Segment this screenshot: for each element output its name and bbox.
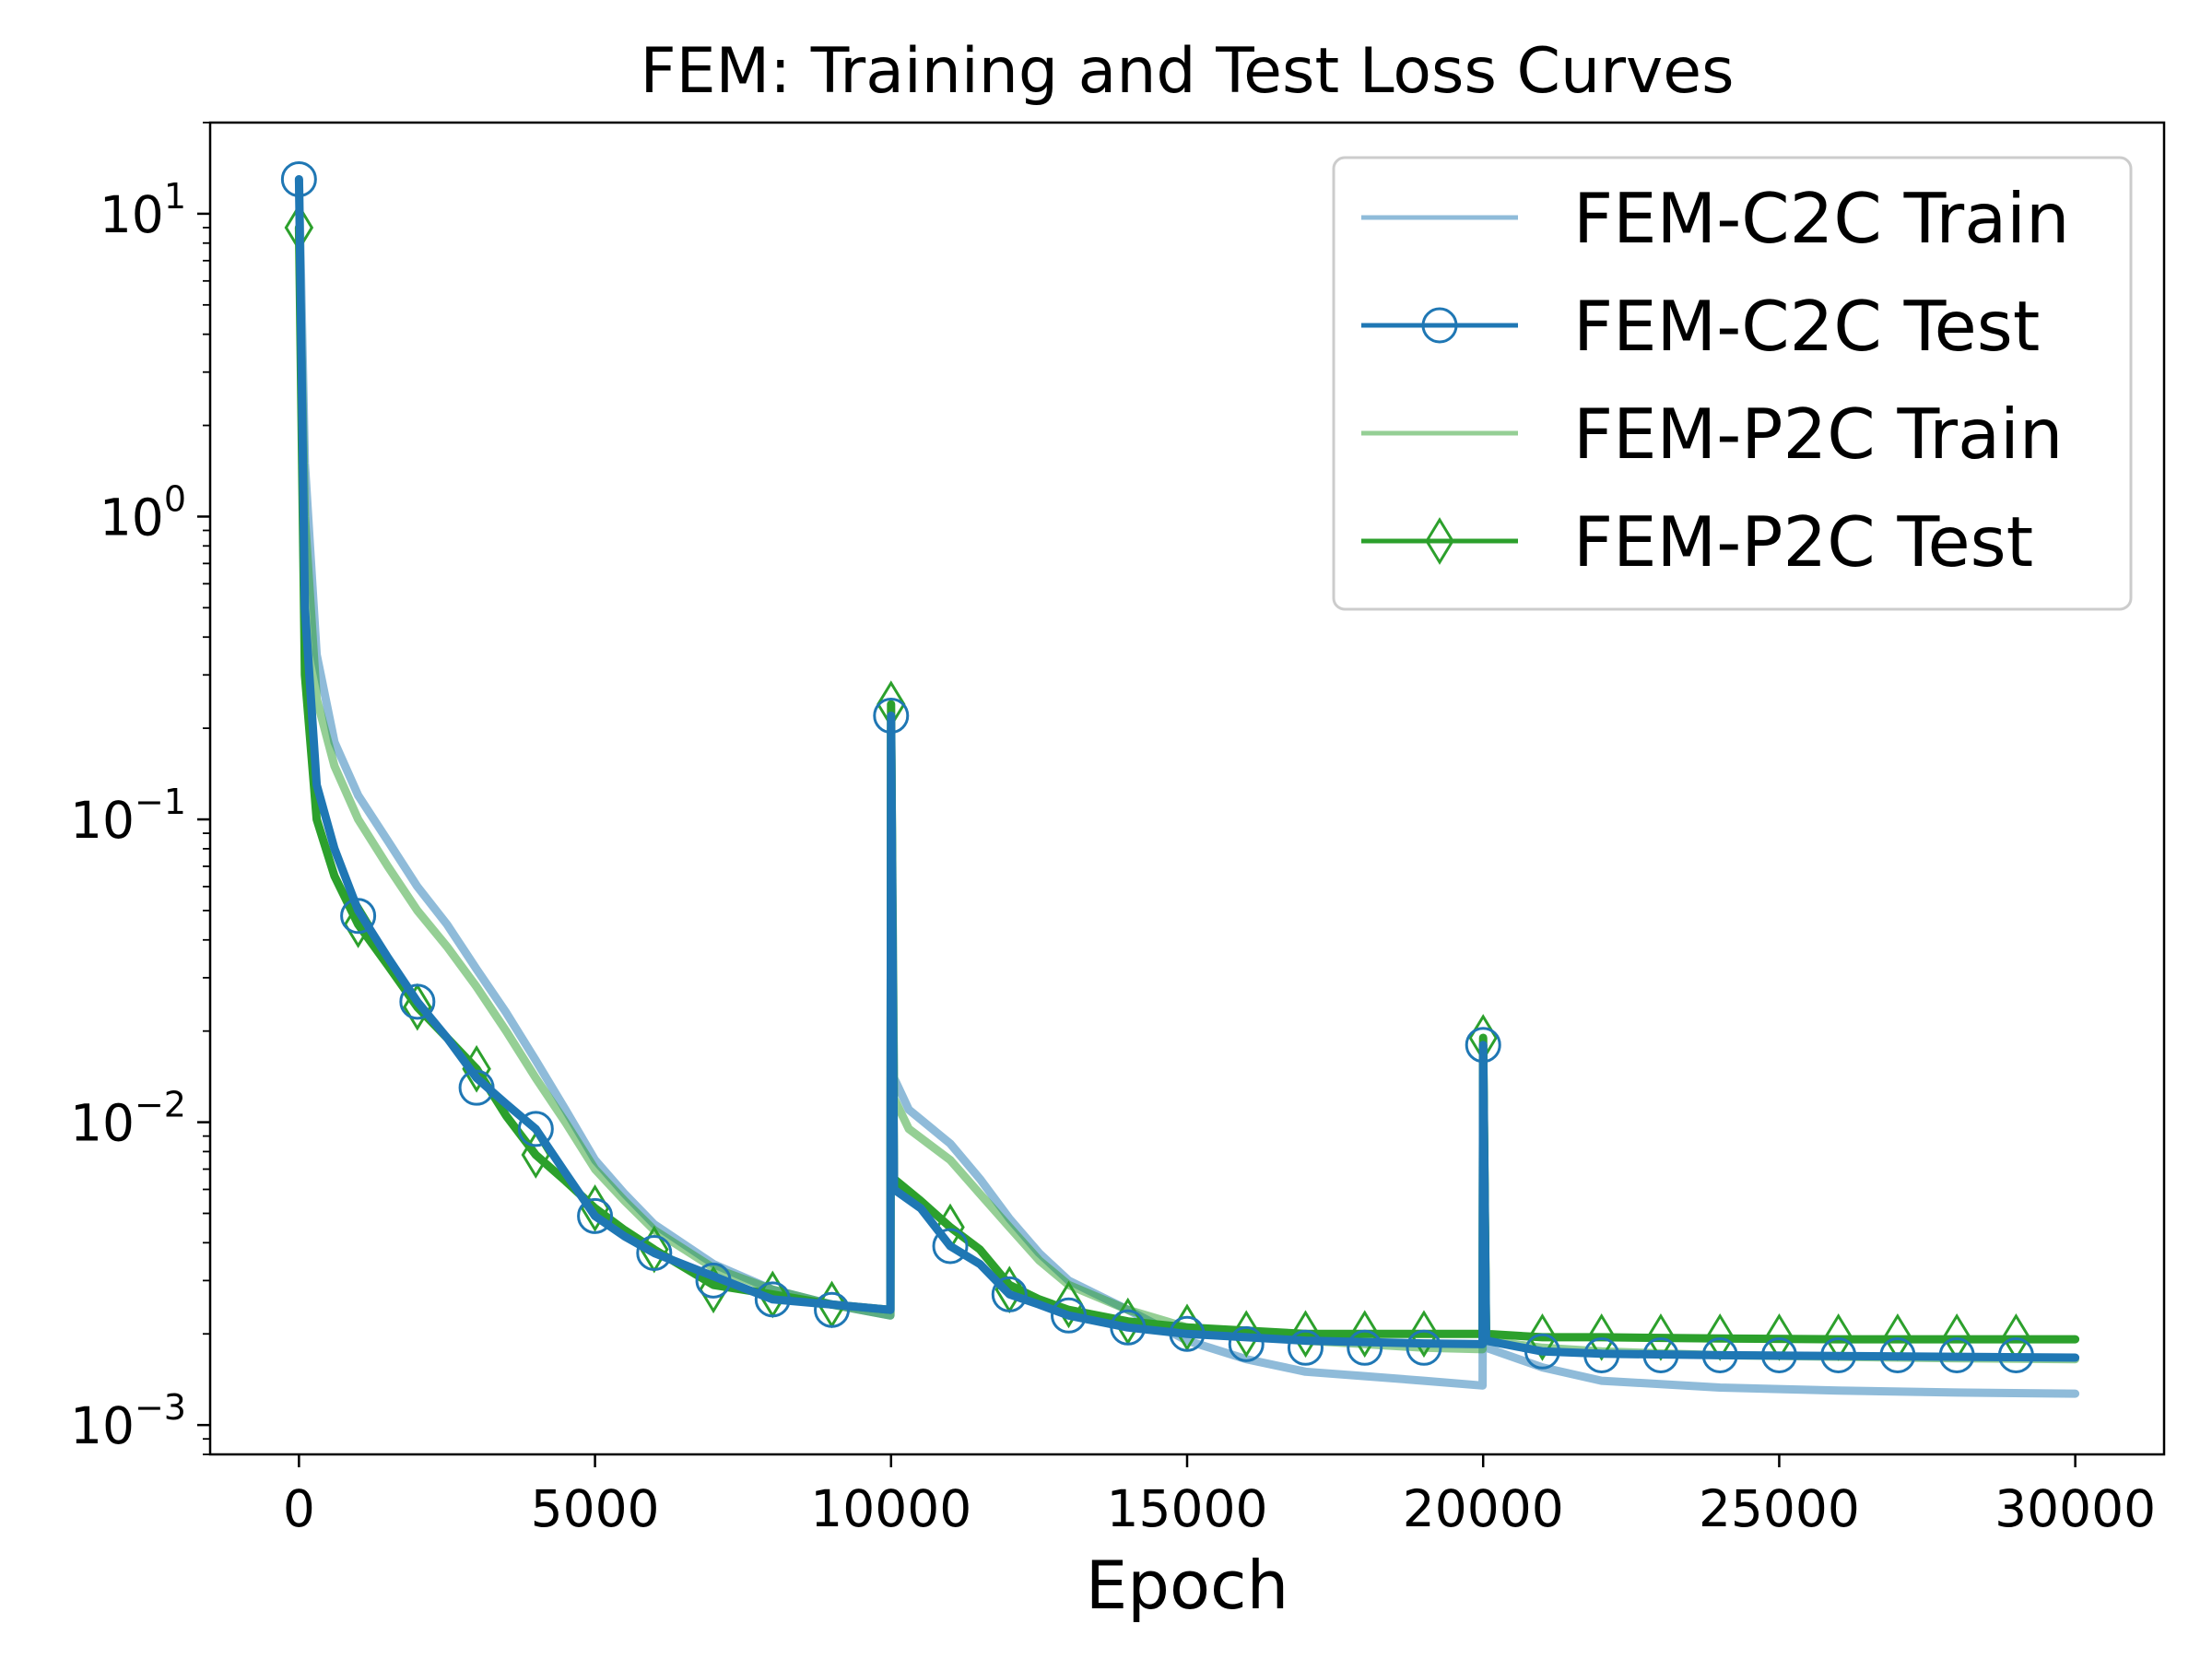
series-fem-c2c-test xyxy=(280,160,2080,1373)
circle-marker xyxy=(873,698,910,735)
x-tick-label: 5000 xyxy=(531,1479,660,1538)
y-tick-base: 10 xyxy=(70,1094,135,1153)
diamond-marker xyxy=(1290,1310,1321,1359)
circle-marker xyxy=(1347,1329,1383,1366)
legend-label: FEM-P2C Test xyxy=(1573,501,2033,582)
circle-marker xyxy=(1642,1336,1679,1373)
circle-marker xyxy=(1997,1336,2034,1373)
y-tick-exponent: 0 xyxy=(164,478,186,519)
circle-marker xyxy=(1228,1325,1265,1362)
legend-item: FEM-C2C Test xyxy=(1361,286,2040,367)
x-axis-label: Epoch xyxy=(1086,1547,1288,1624)
diamond-marker xyxy=(1527,1312,1558,1361)
chart-title: FEM: Training and Test Loss Curves xyxy=(640,35,1734,108)
circle-marker xyxy=(1051,1297,1088,1334)
y-tick-exponent: −3 xyxy=(135,1387,186,1428)
series-line-fem-c2c-test xyxy=(294,175,2080,1362)
circle-marker xyxy=(1938,1336,1975,1373)
circle-marker xyxy=(280,160,317,197)
circle-marker xyxy=(814,1291,851,1328)
y-tick-exponent: −2 xyxy=(135,1085,186,1125)
legend-item: FEM-C2C Train xyxy=(1361,178,2070,259)
x-tick-label: 20000 xyxy=(1403,1479,1564,1538)
y-tick-label: 10−1 xyxy=(70,782,186,850)
legend-box xyxy=(1332,156,2133,611)
y-tick-base: 10 xyxy=(70,1396,135,1455)
legend-label: FEM-C2C Train xyxy=(1573,178,2070,259)
series-layer xyxy=(280,160,2080,1398)
legend-label: FEM-P2C Train xyxy=(1573,394,2063,475)
legend-label: FEM-C2C Test xyxy=(1573,286,2040,367)
circle-marker xyxy=(1406,1329,1442,1366)
y-tick-exponent: −1 xyxy=(135,782,186,822)
x-tick-label: 30000 xyxy=(1994,1479,2156,1538)
circle-marker xyxy=(1524,1333,1560,1370)
y-tick-base: 10 xyxy=(100,488,164,547)
circle-marker xyxy=(1583,1336,1620,1373)
y-tick-base: 10 xyxy=(100,185,164,244)
circle-marker xyxy=(695,1262,732,1299)
circle-marker xyxy=(1701,1336,1738,1373)
circle-marker xyxy=(1760,1336,1797,1373)
circle-marker xyxy=(1879,1336,1916,1373)
circle-marker xyxy=(517,1111,554,1147)
diamond-marker xyxy=(1586,1312,1617,1361)
y-tick-label: 101 xyxy=(100,176,186,244)
circle-marker xyxy=(340,898,377,935)
circle-marker xyxy=(458,1069,495,1106)
circle-marker xyxy=(577,1197,614,1234)
legend-diamond-marker xyxy=(1425,517,1454,565)
circle-marker xyxy=(1110,1309,1147,1346)
diamond-marker xyxy=(403,982,432,1031)
x-tick-label: 15000 xyxy=(1107,1479,1268,1538)
x-tick-label: 10000 xyxy=(810,1479,971,1538)
circle-marker xyxy=(399,983,436,1020)
diamond-marker xyxy=(1349,1310,1380,1359)
y-tick-label: 10−2 xyxy=(70,1085,186,1153)
y-tick-base: 10 xyxy=(70,791,135,850)
y-tick-label: 10−3 xyxy=(70,1387,186,1455)
circle-marker xyxy=(1820,1336,1857,1373)
y-tick-exponent: 1 xyxy=(164,176,186,217)
x-tick-label: 0 xyxy=(283,1479,315,1538)
circle-marker xyxy=(991,1276,1028,1312)
legend-item: FEM-P2C Train xyxy=(1361,394,2063,475)
circle-marker xyxy=(1169,1315,1206,1352)
diamond-marker xyxy=(1053,1280,1084,1329)
circle-marker xyxy=(932,1228,969,1265)
circle-marker xyxy=(1287,1329,1324,1366)
diamond-marker xyxy=(1409,1310,1439,1359)
axis-ticks: 0 5000 10000 15000 20000 25000 3000010−310−210… xyxy=(70,122,2156,1538)
circle-marker xyxy=(754,1281,791,1318)
legend-item: FEM-P2C Test xyxy=(1361,501,2033,582)
y-tick-label: 100 xyxy=(100,478,186,547)
diamond-marker xyxy=(1231,1310,1261,1359)
circle-marker xyxy=(636,1234,673,1271)
legend-circle-marker xyxy=(1421,307,1458,344)
circle-marker xyxy=(1465,1027,1501,1064)
legend: FEM-C2C Train FEM-C2C Test FEM-P2C Train FE… xyxy=(1332,156,2133,611)
x-tick-label: 25000 xyxy=(1699,1479,1860,1538)
